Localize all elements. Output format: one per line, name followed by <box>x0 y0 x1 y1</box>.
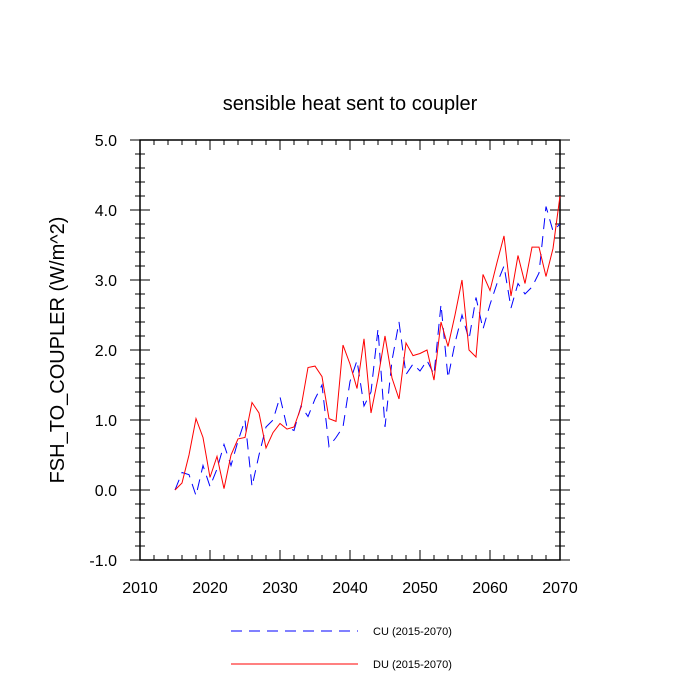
y-tick-label: 1.0 <box>95 413 117 430</box>
x-tick-label: 2040 <box>332 580 368 597</box>
x-tick-label: 2060 <box>472 580 508 597</box>
plot-frame <box>139 139 561 561</box>
series-lines <box>174 195 561 498</box>
series-line-du <box>174 195 561 491</box>
x-tick-label: 2020 <box>192 580 228 597</box>
y-axis-label: FSH_TO_COUPLER (W/m^2) <box>47 217 69 484</box>
y-tick-label: 3.0 <box>95 273 117 290</box>
y-tick-label: 4.0 <box>95 203 117 220</box>
legend-label: DU (2015-2070) <box>373 659 452 671</box>
x-tick-label: 2010 <box>122 580 158 597</box>
legend: CU (2015-2070) DU (2015-2070) <box>231 626 452 671</box>
y-tick-label: 0.0 <box>95 483 117 500</box>
axis-ticks <box>130 139 570 561</box>
series-line-cu <box>174 206 561 498</box>
x-tick-label: 2030 <box>262 580 298 597</box>
x-tick-label: 2050 <box>402 580 438 597</box>
y-tick-label: -1.0 <box>89 553 117 570</box>
x-tick-label: 2070 <box>542 580 578 597</box>
y-tick-label: 5.0 <box>95 133 117 150</box>
chart-title: sensible heat sent to coupler <box>223 93 478 115</box>
y-tick-label: 2.0 <box>95 343 117 360</box>
legend-label: CU (2015-2070) <box>373 626 452 638</box>
plot-border <box>139 139 561 561</box>
axis-tick-labels: 2010 2020 2030 2040 2050 2060 2070 -1.0 0.0 1.0 2.… <box>89 133 577 597</box>
